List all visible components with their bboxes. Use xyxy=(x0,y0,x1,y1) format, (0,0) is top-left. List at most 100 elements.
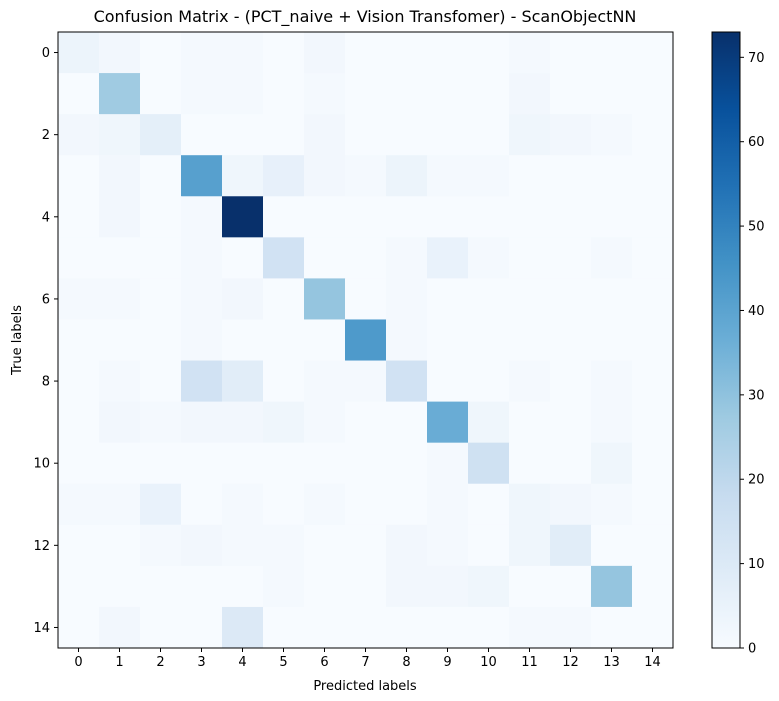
heatmap-cell xyxy=(427,401,469,444)
x-tick-label: 14 xyxy=(644,655,661,670)
heatmap-cell xyxy=(222,565,264,608)
heatmap-cell xyxy=(181,565,223,608)
heatmap-cell xyxy=(263,196,305,238)
colorbar-tick-label: 0 xyxy=(748,642,756,657)
heatmap-cell xyxy=(345,278,387,320)
heatmap-cell xyxy=(345,32,387,74)
heatmap-cell xyxy=(222,319,264,362)
heatmap-cell xyxy=(99,114,141,156)
heatmap-cell xyxy=(550,196,592,238)
heatmap-cell xyxy=(181,155,223,197)
heatmap-cell xyxy=(591,401,633,444)
heatmap-cell xyxy=(304,196,346,238)
heatmap-cell xyxy=(632,278,674,320)
heatmap-cell xyxy=(140,237,182,279)
y-tick-label: 12 xyxy=(33,539,50,554)
heatmap-cell xyxy=(632,483,674,526)
heatmap-cell xyxy=(550,278,592,320)
heatmap-cell xyxy=(345,73,387,115)
x-tick-label: 8 xyxy=(402,655,410,670)
heatmap-cell xyxy=(263,401,305,444)
heatmap-cell xyxy=(550,606,592,649)
heatmap-cell xyxy=(427,442,469,485)
heatmap-cell xyxy=(386,278,428,320)
y-tick-label: 0 xyxy=(42,46,50,61)
heatmap-cell xyxy=(140,524,182,567)
heatmap-cell xyxy=(263,155,305,197)
heatmap-cell xyxy=(591,114,633,156)
heatmap-cell xyxy=(386,319,428,362)
heatmap-cell xyxy=(427,565,469,608)
heatmap-cell xyxy=(591,442,633,485)
heatmap-cell xyxy=(304,73,346,115)
heatmap-cell xyxy=(591,278,633,320)
heatmap-cell xyxy=(468,524,510,567)
chart-title: Confusion Matrix - (PCT_naive + Vision T… xyxy=(94,7,637,27)
heatmap-cell xyxy=(181,401,223,444)
heatmap-cell xyxy=(345,237,387,279)
heatmap-cell xyxy=(222,278,264,320)
colorbar-tick-label: 60 xyxy=(748,135,765,150)
heatmap-cell xyxy=(427,483,469,526)
heatmap-cell xyxy=(58,606,100,649)
heatmap-cell xyxy=(181,278,223,320)
heatmap-cell xyxy=(345,360,387,403)
heatmap-cell xyxy=(345,524,387,567)
heatmap-cell xyxy=(140,196,182,238)
heatmap-cell xyxy=(550,565,592,608)
heatmap-cell xyxy=(181,483,223,526)
heatmap-cell xyxy=(591,606,633,649)
heatmap-cell xyxy=(99,155,141,197)
heatmap-cell xyxy=(58,196,100,238)
heatmap-cell xyxy=(591,237,633,279)
heatmap-cell xyxy=(591,73,633,115)
heatmap-cell xyxy=(591,196,633,238)
colorbar-tick-label: 50 xyxy=(748,220,765,235)
heatmap-cell xyxy=(222,360,264,403)
heatmap-cell xyxy=(181,114,223,156)
heatmap-cell xyxy=(509,360,551,403)
heatmap-cell xyxy=(468,73,510,115)
heatmap-cell xyxy=(427,32,469,74)
heatmap-cell xyxy=(181,73,223,115)
heatmap-cell xyxy=(509,278,551,320)
x-axis-ticks: 0 1 2 3 4 5 6 7 8 9 10 11 12 13 14 xyxy=(74,648,661,670)
heatmap-cell xyxy=(99,360,141,403)
heatmap-cell xyxy=(99,483,141,526)
heatmap-cell xyxy=(468,483,510,526)
heatmap-cell xyxy=(550,524,592,567)
heatmap-cell xyxy=(550,155,592,197)
heatmap-cell xyxy=(58,483,100,526)
heatmap-cell xyxy=(222,73,264,115)
heatmap-cell xyxy=(263,278,305,320)
heatmap-cell xyxy=(140,319,182,362)
heatmap-cell xyxy=(304,155,346,197)
heatmap-cell xyxy=(304,114,346,156)
heatmap-cell xyxy=(509,565,551,608)
heatmap-cell xyxy=(550,401,592,444)
heatmap-cell xyxy=(468,442,510,485)
heatmap-cell xyxy=(632,237,674,279)
heatmap-cell xyxy=(304,524,346,567)
heatmap-cell xyxy=(632,606,674,649)
heatmap-cell xyxy=(58,155,100,197)
heatmap-cell xyxy=(140,565,182,608)
y-tick-label: 10 xyxy=(33,457,50,472)
heatmap-cell xyxy=(304,606,346,649)
heatmap-cell xyxy=(427,524,469,567)
heatmap-cell xyxy=(386,196,428,238)
heatmap-cell xyxy=(550,32,592,74)
heatmap-cell xyxy=(427,73,469,115)
heatmap-cell xyxy=(99,319,141,362)
x-tick-label: 12 xyxy=(562,655,579,670)
heatmap-cell xyxy=(632,73,674,115)
heatmap-cell xyxy=(468,565,510,608)
heatmap-cell xyxy=(222,401,264,444)
colorbar-tick-label: 20 xyxy=(748,473,765,488)
heatmap-cell xyxy=(304,32,346,74)
heatmap-cell xyxy=(386,565,428,608)
heatmap-cell xyxy=(222,32,264,74)
heatmap-cell xyxy=(632,155,674,197)
heatmap-cell xyxy=(140,483,182,526)
heatmap-cell xyxy=(509,196,551,238)
